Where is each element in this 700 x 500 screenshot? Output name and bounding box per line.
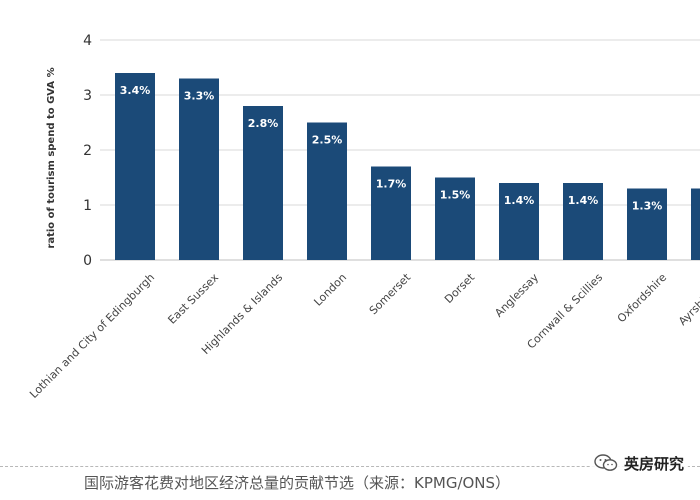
bar xyxy=(499,183,539,260)
x-category-label: Ayrshire & A xyxy=(676,271,700,328)
bar xyxy=(243,106,283,260)
x-category-label: Dorset xyxy=(442,270,478,306)
y-tick-label: 4 xyxy=(83,33,92,49)
bar xyxy=(627,188,667,260)
bar xyxy=(563,183,603,260)
bar xyxy=(435,177,475,260)
data-label: 1.7% xyxy=(376,178,407,191)
watermark-text: 英房研究 xyxy=(624,454,685,473)
y-axis-label: ratio of tourism spend to GVA % xyxy=(46,67,57,248)
bars xyxy=(115,73,700,260)
bar xyxy=(179,78,219,260)
data-label: 2.5% xyxy=(312,134,343,147)
y-tick-label: 3 xyxy=(83,88,92,104)
data-label: 1.4% xyxy=(568,194,599,207)
bar xyxy=(371,166,411,260)
x-category-label: Oxfordshire xyxy=(615,271,670,326)
data-label: 3.3% xyxy=(184,90,215,103)
data-label: 2.8% xyxy=(248,117,279,130)
x-category-label: Somerset xyxy=(367,270,414,317)
y-tick-label: 2 xyxy=(83,143,92,159)
bar xyxy=(691,188,700,260)
caption-bar: 国际游客花费对地区经济总量的贡献节选（来源：KPMG/ONS） xyxy=(0,466,700,500)
x-axis-category-labels: Lothian and City of Edingburgh East Susse… xyxy=(27,270,700,400)
figure-caption: 国际游客花费对地区经济总量的贡献节选（来源：KPMG/ONS） xyxy=(84,474,511,492)
wechat-icon xyxy=(594,454,618,471)
x-category-label: London xyxy=(311,271,349,309)
bar xyxy=(307,122,347,260)
x-category-label: Lothian and City of Edingburgh xyxy=(27,271,157,401)
x-category-label: East Sussex xyxy=(165,271,221,327)
bar xyxy=(115,73,155,260)
y-tick-label: 1 xyxy=(83,198,92,214)
x-category-label: Anglessay xyxy=(492,271,541,320)
data-label: 1.4% xyxy=(504,194,535,207)
data-label: 3.4% xyxy=(120,84,151,97)
y-tick-label: 0 xyxy=(83,253,92,269)
data-label: 1.5% xyxy=(440,189,471,202)
watermark: 英房研究 xyxy=(590,452,689,474)
data-label: 1.3% xyxy=(632,200,663,213)
data-labels: 3.4%3.3%2.8%2.5%1.7%1.5%1.4%1.4%1.3%1 xyxy=(120,84,663,213)
y-axis-ticks: 0 1 2 3 4 xyxy=(83,33,92,269)
